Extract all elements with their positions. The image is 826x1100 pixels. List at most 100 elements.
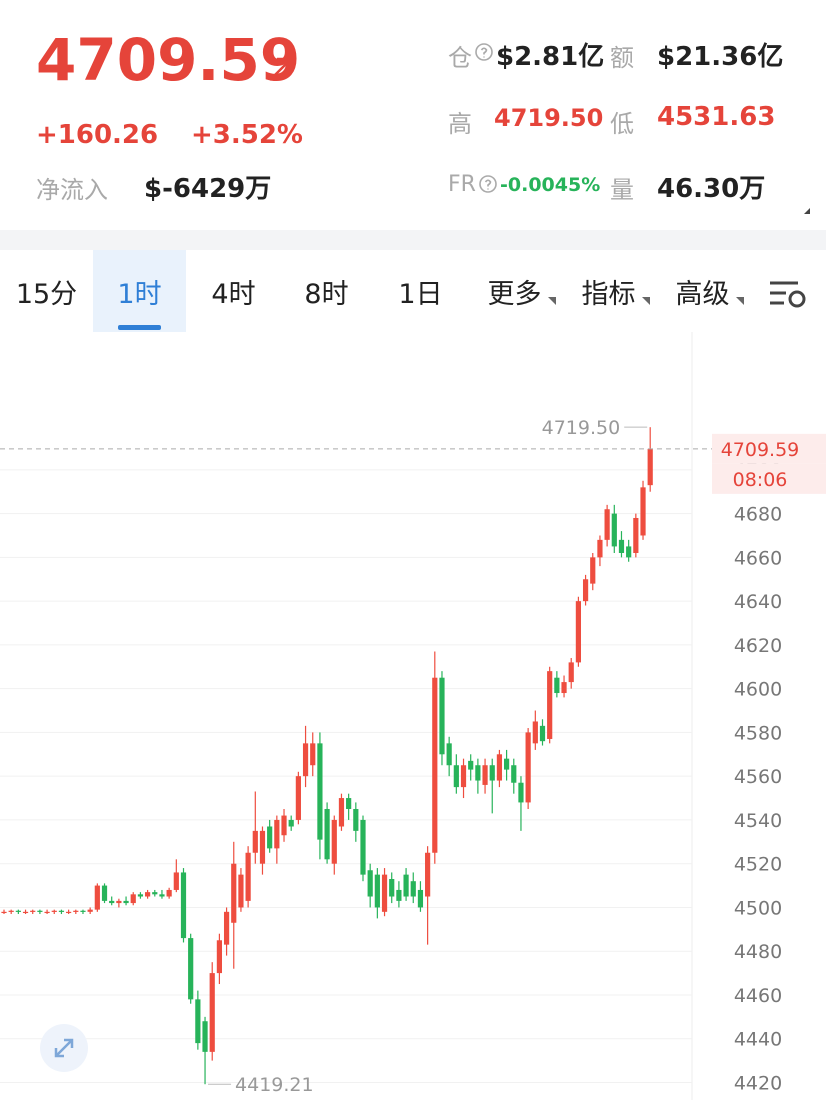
change-pct: +3.52% bbox=[191, 120, 303, 150]
candle-body bbox=[137, 894, 144, 897]
candle-body bbox=[51, 910, 57, 912]
candle-body bbox=[338, 798, 345, 827]
candle-body bbox=[389, 879, 395, 897]
amount: $21.36亿 bbox=[657, 42, 784, 72]
candle-body bbox=[331, 819, 337, 864]
candle-body bbox=[403, 874, 409, 897]
candle-body bbox=[152, 892, 158, 895]
candle-body bbox=[374, 874, 380, 908]
candle-body bbox=[44, 911, 50, 914]
candle-body bbox=[173, 872, 179, 890]
candle-body bbox=[223, 911, 230, 945]
candle-body bbox=[410, 881, 416, 897]
candle-body bbox=[202, 1021, 208, 1052]
candle-body bbox=[597, 539, 603, 558]
net-inflow-label: 净流入 bbox=[36, 176, 108, 204]
candle-body bbox=[539, 725, 546, 742]
candle-body bbox=[288, 819, 294, 827]
price: 4709.59 bbox=[36, 26, 301, 94]
last-price-label: 4709.59 bbox=[721, 439, 800, 461]
candle-body bbox=[381, 874, 388, 912]
y-tick-label: 4600 bbox=[734, 679, 782, 701]
volume: 46.30万 bbox=[657, 174, 766, 204]
tab[interactable]: 15分 bbox=[15, 278, 78, 310]
candle-body bbox=[396, 889, 402, 901]
candle-body bbox=[188, 938, 194, 1000]
high-label: 高 bbox=[448, 110, 472, 138]
candle-body bbox=[367, 870, 373, 897]
candle-body bbox=[310, 743, 316, 766]
tab[interactable]: 更多 bbox=[487, 278, 542, 310]
candle-body bbox=[346, 798, 352, 809]
expand-icon[interactable] bbox=[802, 206, 812, 216]
candle-body bbox=[209, 973, 215, 1052]
oi-label: 仓 bbox=[448, 44, 472, 72]
candle-body bbox=[101, 885, 108, 901]
candle-body bbox=[259, 830, 266, 864]
candle-body bbox=[58, 910, 65, 912]
candle-body bbox=[618, 539, 625, 553]
candle-body bbox=[604, 509, 610, 540]
high: 4719.50 bbox=[494, 104, 604, 132]
candle-body bbox=[611, 513, 617, 547]
candle-body bbox=[166, 889, 172, 897]
candle-body bbox=[281, 815, 287, 836]
candle-body bbox=[295, 776, 301, 820]
candle-body bbox=[66, 911, 72, 914]
volume-label: 量 bbox=[610, 176, 634, 204]
candle-body bbox=[360, 819, 366, 875]
y-tick-label: 4460 bbox=[734, 985, 782, 1007]
candle-body bbox=[453, 765, 459, 788]
candle-body bbox=[460, 765, 467, 788]
help-icon[interactable] bbox=[478, 174, 498, 194]
fr-label: FR bbox=[448, 172, 476, 197]
candle-body bbox=[94, 885, 100, 910]
y-tick-label: 4520 bbox=[734, 854, 782, 876]
candle-body bbox=[87, 909, 93, 912]
candle-body bbox=[504, 758, 510, 770]
candle-body bbox=[446, 743, 452, 766]
y-tick-label: 4440 bbox=[734, 1029, 782, 1051]
candle-body bbox=[482, 765, 488, 785]
candle-body bbox=[353, 808, 359, 831]
candle-body bbox=[547, 671, 553, 739]
up-arrow-icon bbox=[269, 57, 293, 81]
tab[interactable]: 8时 bbox=[304, 278, 349, 310]
countdown: 08:06 bbox=[733, 469, 788, 491]
low-label: 低 bbox=[610, 110, 634, 138]
tab-active[interactable]: 1时 bbox=[93, 250, 186, 332]
y-tick-label: 4660 bbox=[734, 547, 782, 569]
candle-body bbox=[116, 900, 122, 904]
help-icon[interactable] bbox=[474, 42, 494, 62]
y-tick-label: 4580 bbox=[734, 722, 782, 744]
tab[interactable]: 4时 bbox=[211, 278, 256, 310]
net-inflow: $-6429万 bbox=[144, 174, 272, 204]
tab-decor bbox=[548, 281, 806, 308]
y-tick-label: 4540 bbox=[734, 810, 782, 832]
candle-body bbox=[267, 826, 273, 849]
candle-body bbox=[554, 677, 560, 694]
candle-body bbox=[80, 910, 86, 912]
tab[interactable]: 指标 bbox=[581, 278, 636, 310]
candle-body bbox=[532, 721, 538, 744]
candle-body bbox=[231, 863, 237, 923]
candle-body bbox=[30, 910, 36, 912]
divider bbox=[0, 230, 826, 250]
candle-body bbox=[123, 900, 129, 904]
tab[interactable]: 1日 bbox=[398, 278, 443, 310]
tab[interactable]: 高级 bbox=[675, 278, 730, 310]
candle-body bbox=[568, 662, 574, 683]
change: +160.26 bbox=[36, 120, 159, 150]
candle-body bbox=[590, 557, 596, 584]
y-tick-label: 4480 bbox=[734, 941, 782, 963]
candle-body bbox=[159, 894, 165, 897]
high-marker-label: 4719.50 bbox=[542, 417, 621, 439]
candle-body bbox=[417, 889, 424, 908]
fullscreen-button[interactable] bbox=[38, 1022, 90, 1074]
tab-indicator bbox=[118, 325, 161, 330]
candle-body bbox=[432, 677, 438, 853]
funding-rate: -0.0045% bbox=[500, 174, 601, 196]
candle-body bbox=[73, 910, 79, 912]
candle-body bbox=[626, 546, 632, 558]
